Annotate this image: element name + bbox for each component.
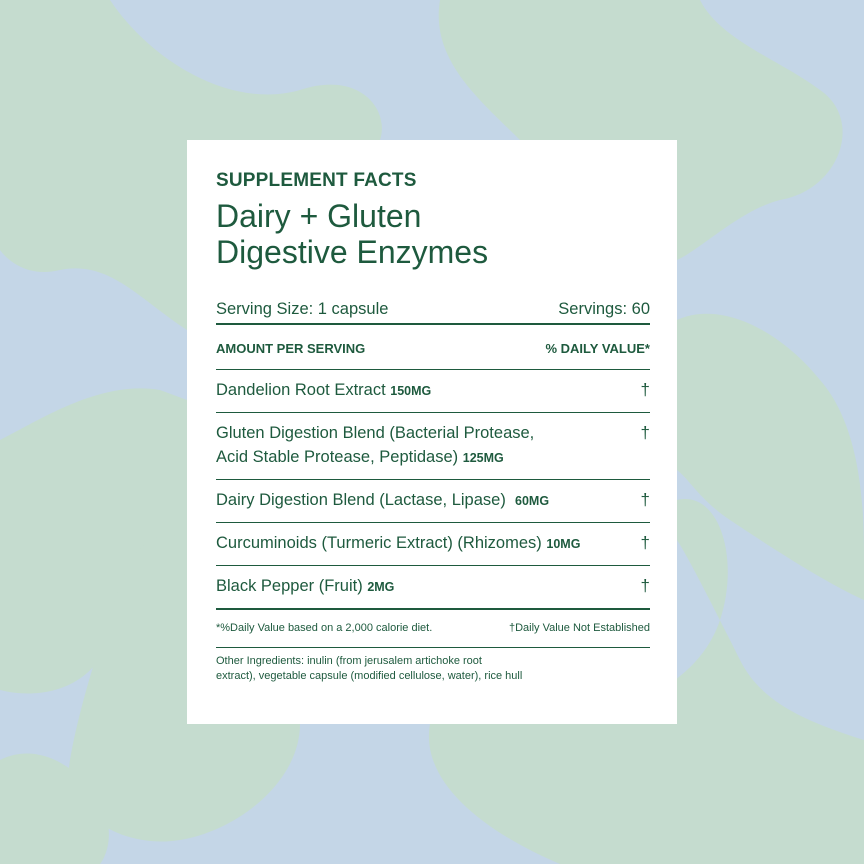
leaf-blob	[677, 313, 864, 600]
daily-value: †	[640, 380, 650, 399]
ingredient-amount: 2MG	[367, 580, 395, 594]
leaf-blob	[0, 753, 109, 864]
ingredient-amount: 125MG	[462, 451, 504, 465]
ingredient-row: Curcuminoids (Turmeric Extract) (Rhizome…	[216, 523, 650, 566]
ingredient-row: Black Pepper (Fruit) 2MG †	[216, 566, 650, 610]
ingredient-name: Gluten Digestion Blend (Bacterial Protea…	[216, 424, 535, 442]
daily-value: †	[640, 423, 650, 442]
column-header: AMOUNT PER SERVING % DAILY VALUE*	[216, 325, 650, 370]
footnote-dagger: †Daily Value Not Established	[508, 622, 650, 634]
daily-value: †	[640, 576, 650, 595]
title-line: Dairy + Gluten	[216, 198, 422, 234]
amount-header: AMOUNT PER SERVING	[216, 341, 366, 356]
product-title: Dairy + Gluten Digestive Enzymes	[216, 198, 650, 270]
ingredient-row: Gluten Digestion Blend (Bacterial Protea…	[216, 413, 650, 480]
serving-row: Serving Size: 1 capsule Servings: 60	[216, 300, 650, 325]
serving-size: Serving Size: 1 capsule	[216, 300, 389, 318]
label-kicker: SUPPLEMENT FACTS	[216, 170, 417, 191]
footnote-dv: *%Daily Value based on a 2,000 calorie d…	[216, 622, 433, 634]
footnotes: *%Daily Value based on a 2,000 calorie d…	[216, 610, 650, 648]
dv-header: % DAILY VALUE*	[545, 341, 650, 356]
daily-value: †	[640, 533, 650, 552]
leaf-blob	[68, 535, 301, 842]
ingredient-name: Dairy Digestion Blend (Lactase, Lipase)	[216, 491, 506, 509]
leaf-blob	[428, 499, 864, 864]
ingredient-name: Curcuminoids (Turmeric Extract) (Rhizome…	[216, 534, 542, 552]
other-ingredients: Other Ingredients: inulin (from jerusale…	[216, 648, 650, 684]
leaf-blob	[0, 0, 382, 330]
ingredient-name: Dandelion Root Extract	[216, 381, 386, 399]
ingredient-name-cont: Acid Stable Protease, Peptidase)	[216, 448, 459, 466]
title-line: Digestive Enzymes	[216, 234, 489, 270]
other-ingredients-line: Other Ingredients: inulin (from jerusale…	[216, 655, 482, 667]
ingredient-amount: 60MG	[515, 494, 550, 508]
ingredient-row: Dairy Digestion Blend (Lactase, Lipase) …	[216, 480, 650, 523]
servings-count: Servings: 60	[558, 300, 650, 318]
ingredient-amount: 150MG	[390, 384, 432, 398]
leaf-blob	[438, 0, 843, 260]
daily-value: †	[640, 490, 650, 509]
supplement-facts-card: SUPPLEMENT FACTS Dairy + Gluten Digestiv…	[187, 140, 677, 724]
ingredient-row: Dandelion Root Extract 150MG †	[216, 370, 650, 413]
ingredient-amount: 10MG	[546, 537, 581, 551]
other-ingredients-line: extract), vegetable capsule (modified ce…	[216, 670, 523, 682]
ingredient-name: Black Pepper (Fruit)	[216, 577, 363, 595]
